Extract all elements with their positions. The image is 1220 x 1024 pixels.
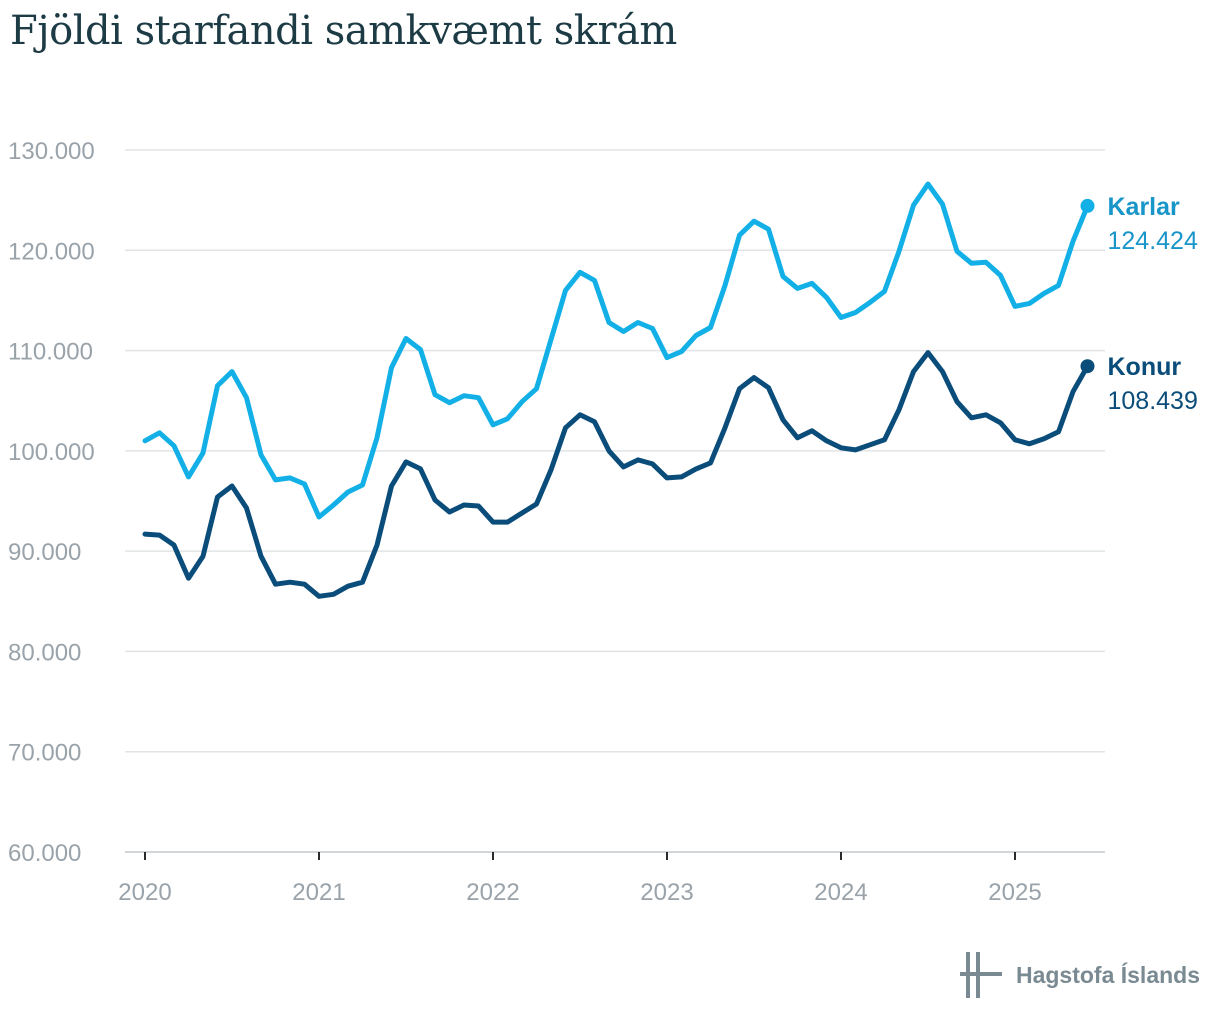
chart-title: Fjöldi starfandi samkvæmt skrám (10, 8, 677, 54)
series-end-point-karlar (1080, 198, 1095, 213)
x-tick-label: 2022 (466, 879, 519, 906)
y-tick-label: 60.000 (8, 840, 81, 867)
hagstofa-logo[interactable]: Hagstofa Íslands (959, 952, 1200, 998)
y-tick-label: 80.000 (8, 639, 81, 666)
y-tick-label: 100.000 (8, 439, 95, 466)
grid-lines (125, 149, 1105, 853)
x-tick-label: 2021 (292, 879, 345, 906)
y-tick-label: 90.000 (8, 539, 81, 566)
series-end-point-konur (1080, 359, 1095, 374)
series-line-karlar (142, 181, 1090, 520)
series-line-konur (142, 350, 1090, 599)
x-tick-label: 2023 (640, 879, 693, 906)
series-value-label: 124.424 (1108, 227, 1198, 255)
x-axis-ticks: 2020 2021 2022 2023 2024 2025 (118, 852, 1042, 906)
y-tick-label: 110.000 (8, 339, 93, 366)
series-lines (142, 181, 1095, 599)
y-tick-label: 70.000 (8, 740, 81, 767)
y-tick-label: 130.000 (8, 138, 95, 165)
series-value-label: 108.439 (1108, 387, 1198, 415)
logo-text: Hagstofa Íslands (1015, 961, 1200, 988)
series-end-labels: Karlar 124.424 Konur 108.439 (1108, 193, 1198, 415)
series-name-label: Konur (1108, 353, 1182, 381)
x-tick-label: 2025 (988, 879, 1041, 906)
y-axis-ticks: 60.000 70.000 80.000 90.000 100.000 110.000 12… (8, 138, 95, 867)
hagstofa-logo-icon (959, 952, 1002, 998)
x-tick-label: 2024 (814, 879, 867, 906)
y-tick-label: 120.000 (8, 238, 95, 265)
series-name-label: Karlar (1108, 193, 1181, 221)
x-tick-label: 2020 (118, 879, 171, 906)
